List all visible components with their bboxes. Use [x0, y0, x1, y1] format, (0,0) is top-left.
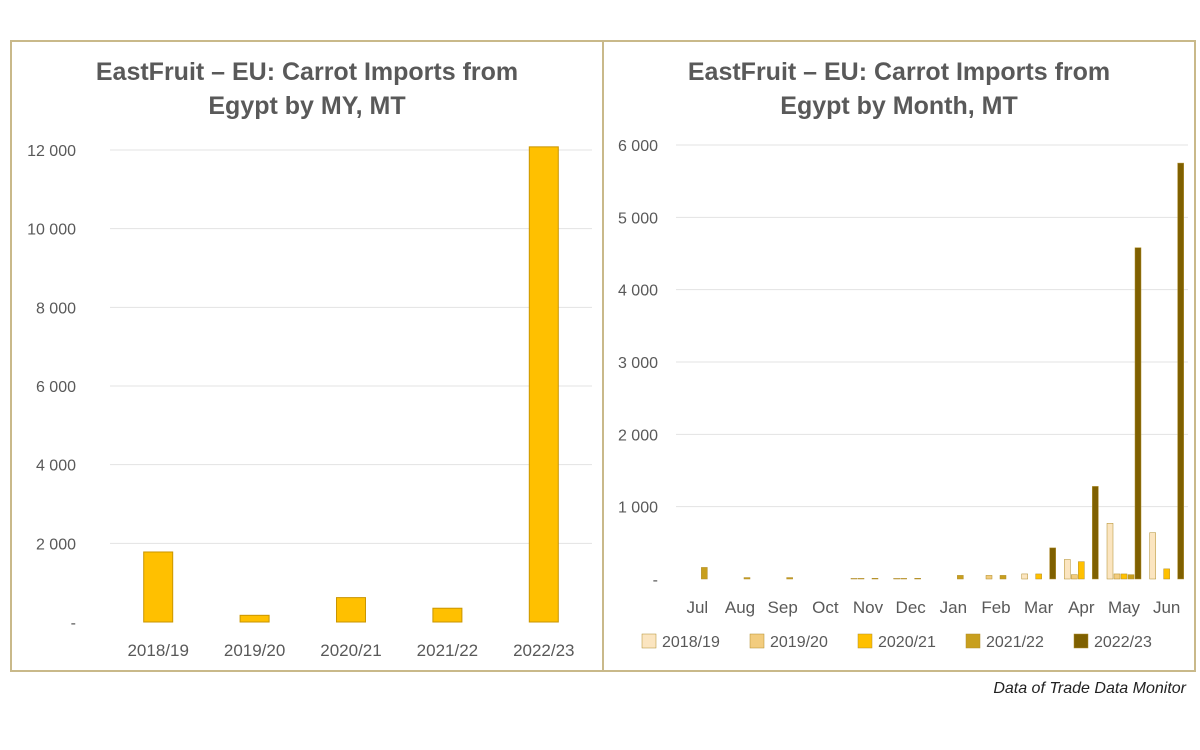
- bar-apr-2019-20: [1071, 574, 1078, 580]
- y-tick-label: 2 000: [618, 427, 658, 444]
- legend-label: 2020/21: [878, 634, 936, 651]
- bar-apr-2018-19: [1064, 559, 1071, 580]
- chart-panel-by-my: EastFruit – EU: Carrot Imports from Egyp…: [10, 40, 604, 672]
- bar-nov-2019-20: [857, 578, 865, 580]
- x-category-label: Aug: [725, 598, 755, 617]
- bar-2019-20: [239, 614, 270, 623]
- bar-nov-2021-22: [871, 578, 879, 580]
- x-category-label: Jan: [940, 598, 967, 617]
- chart-panel-by-month: EastFruit – EU: Carrot Imports from Egyp…: [602, 40, 1196, 672]
- bar-dec-2021-22: [914, 578, 921, 580]
- bar-dec-2018-19: [893, 578, 900, 580]
- bar-feb-2019-20: [985, 575, 993, 580]
- x-category-label: Dec: [896, 598, 927, 617]
- legend-label: 2018/19: [662, 634, 720, 651]
- chart-title-line-2: Egypt by MY, MT: [208, 92, 405, 120]
- y-tick-label: 8 000: [36, 300, 76, 317]
- chart-title-line-1: EastFruit – EU: Carrot Imports from: [96, 58, 518, 86]
- y-tick-label: 4 000: [618, 283, 658, 300]
- x-category-label: Feb: [981, 598, 1010, 617]
- legend-swatch: [641, 633, 657, 649]
- y-tick-label: 3 000: [618, 355, 658, 372]
- y-tick-label: 6 000: [618, 138, 658, 155]
- bar-sep-2021-22: [786, 577, 793, 580]
- y-tick-label: -: [71, 615, 76, 632]
- source-note: Data of Trade Data Monitor: [993, 680, 1186, 697]
- bar-may-2018-19: [1106, 523, 1114, 580]
- x-category-label: Mar: [1024, 598, 1054, 617]
- x-category-label: 2019/20: [224, 641, 285, 660]
- y-tick-label: -: [653, 572, 658, 589]
- x-category-label: Apr: [1068, 598, 1095, 617]
- x-category-label: 2021/22: [417, 641, 478, 660]
- chart-title-line-2: Egypt by Month, MT: [780, 92, 1017, 120]
- x-category-label: Oct: [812, 598, 839, 617]
- chart-by-my: EastFruit – EU: Carrot Imports from Egyp…: [27, 58, 592, 660]
- legend-swatch: [1073, 633, 1089, 649]
- bar-mar-2022-23: [1049, 547, 1056, 580]
- bar-mar-2020-21: [1035, 573, 1042, 580]
- bar-jun-2022-23: [1177, 162, 1184, 580]
- y-tick-label: 4 000: [36, 458, 76, 475]
- x-category-label: May: [1108, 598, 1141, 617]
- bar-jan-2021-22: [957, 575, 964, 580]
- x-category-label: Jul: [686, 598, 708, 617]
- bar-apr-2020-21: [1078, 561, 1085, 580]
- x-category-label: Sep: [768, 598, 798, 617]
- bar-apr-2022-23: [1092, 486, 1099, 580]
- bar-may-2019-20: [1113, 573, 1121, 580]
- y-tick-label: 10 000: [27, 222, 76, 239]
- bar-feb-2021-22: [999, 575, 1007, 580]
- legend-label: 2021/22: [986, 634, 1044, 651]
- legend-label: 2022/23: [1094, 634, 1152, 651]
- y-tick-label: 1 000: [618, 500, 658, 517]
- x-category-label: 2018/19: [127, 641, 188, 660]
- bar-jul-2021-22: [701, 567, 708, 580]
- bar-2018-19: [143, 551, 174, 623]
- bar-nov-2018-19: [850, 578, 858, 580]
- bar-may-2022-23: [1134, 247, 1142, 580]
- bar-may-2021-22: [1127, 574, 1135, 580]
- legend-swatch: [965, 633, 981, 649]
- legend-swatch: [749, 633, 765, 649]
- bar-2022-23: [528, 146, 559, 623]
- x-category-label: 2020/21: [320, 641, 381, 660]
- legend-swatch: [857, 633, 873, 649]
- x-category-label: 2022/23: [513, 641, 574, 660]
- bar-jun-2020-21: [1163, 568, 1170, 580]
- bar-aug-2021-22: [743, 577, 751, 580]
- x-category-label: Nov: [853, 598, 884, 617]
- y-tick-label: 2 000: [36, 536, 76, 553]
- bar-dec-2019-20: [900, 578, 907, 580]
- y-tick-label: 5 000: [618, 210, 658, 227]
- y-tick-label: 6 000: [36, 379, 76, 396]
- bar-mar-2018-19: [1021, 573, 1028, 580]
- x-category-label: Jun: [1153, 598, 1180, 617]
- chart-title-line-1: EastFruit – EU: Carrot Imports from: [688, 58, 1110, 86]
- chart-by-month: EastFruit – EU: Carrot Imports from Egyp…: [618, 58, 1188, 651]
- bar-2021-22: [432, 607, 463, 623]
- legend-label: 2019/20: [770, 634, 828, 651]
- bar-jun-2018-19: [1149, 532, 1156, 580]
- bar-may-2020-21: [1120, 573, 1128, 580]
- bar-2020-21: [336, 597, 366, 623]
- y-tick-label: 12 000: [27, 143, 76, 160]
